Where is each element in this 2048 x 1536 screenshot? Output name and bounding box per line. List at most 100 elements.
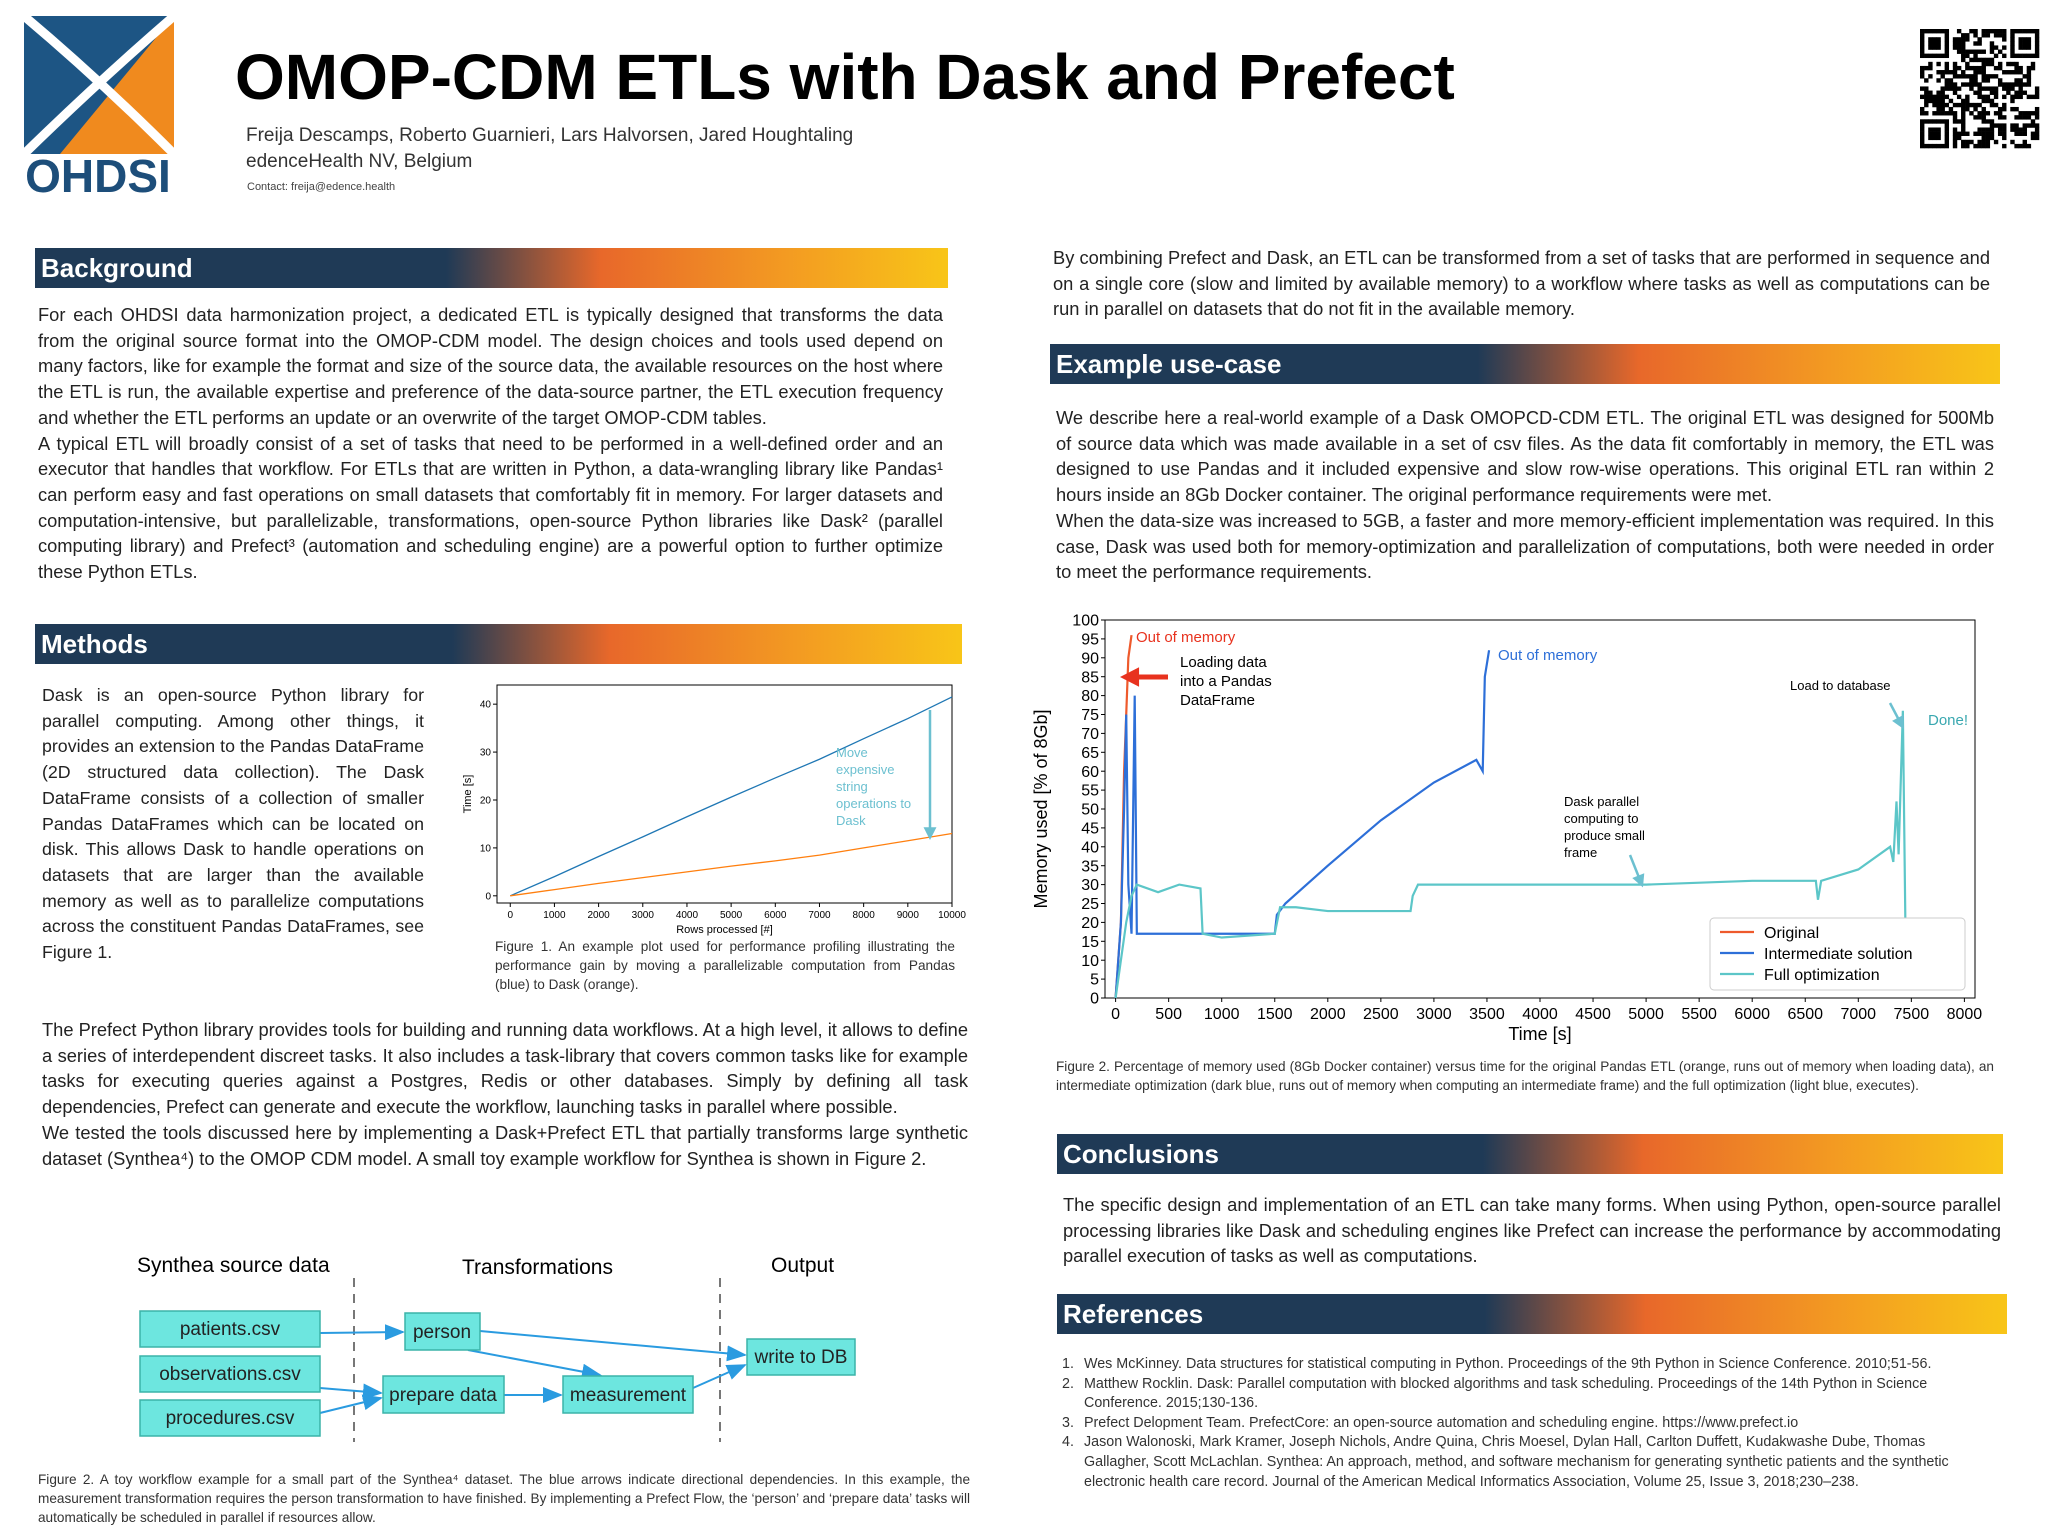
qr-module (1940, 86, 1945, 91)
qr-module (2018, 82, 2023, 87)
qr-module (2014, 70, 2019, 75)
qr-module (1928, 119, 1933, 124)
qr-module (2026, 78, 2032, 83)
paragraph: The Prefect Python library provides tool… (42, 1019, 968, 1118)
qr-module (1952, 131, 1958, 136)
qr-module (2034, 49, 2040, 54)
x-tick-label: 3000 (1416, 1006, 1452, 1023)
qr-module (1956, 65, 1962, 71)
qr-module (2022, 115, 2027, 120)
x-tick-label: 6000 (764, 910, 787, 921)
qr-module (1993, 45, 1999, 50)
section-heading: Background (35, 248, 948, 288)
qr-module (1940, 106, 1945, 112)
qr-module (2034, 41, 2040, 46)
qr-module (1920, 70, 1925, 75)
qr-module (2010, 61, 2015, 67)
y-axis-label: Memory used [% of 8Gb] (1031, 709, 1051, 908)
qr-module (1989, 45, 1995, 50)
qr-module (2018, 45, 2023, 50)
qr-module (2006, 70, 2011, 75)
qr-module (2014, 143, 2019, 149)
qr-module (1932, 127, 1937, 132)
x-tick-label: 7500 (1894, 1006, 1930, 1023)
qr-module (1973, 131, 1978, 136)
qr-module (1997, 33, 2003, 38)
qr-module (2002, 94, 2007, 100)
qr-module (1977, 90, 1982, 95)
qr-module (2014, 131, 2019, 136)
qr-module (1936, 37, 1941, 42)
qr-module (1977, 143, 1982, 149)
qr-module (1989, 57, 1995, 63)
qr-module (2026, 82, 2032, 87)
arrow-head (1632, 873, 1645, 888)
qr-module (1936, 94, 1941, 100)
qr-module (1940, 98, 1945, 104)
qr-module (1961, 131, 1966, 136)
reference: 3. Prefect Delopment Team. PrefectCore: a… (1062, 1414, 1992, 1434)
qr-module (2014, 94, 2019, 100)
qr-module (1928, 41, 1933, 46)
reference-number: 4. (1062, 1434, 1074, 1451)
qr-module (1997, 49, 2003, 54)
figure-caption: Figure 2. A toy workflow example for a s… (38, 1472, 970, 1525)
qr-module (1940, 29, 1945, 34)
qr-module (1981, 78, 1986, 83)
qr-module (2018, 94, 2023, 100)
qr-module (1981, 139, 1986, 145)
qr-module (2006, 90, 2011, 95)
qr-module (1985, 86, 1991, 91)
qr-module (1924, 111, 1929, 116)
qr-module (2018, 90, 2023, 95)
qr-module (2018, 65, 2023, 71)
arrow-head (923, 827, 937, 840)
x-tick-label: 3500 (1469, 1006, 1505, 1023)
title: OMOP-CDM ETLs with Dask and Prefect (235, 41, 1455, 113)
qr-module (1936, 131, 1941, 136)
x-tick-label: 4500 (1575, 1006, 1611, 1023)
qr-module (2022, 123, 2027, 128)
qr-code (1920, 29, 2040, 149)
qr-module (1973, 90, 1978, 95)
qr-module (2022, 139, 2027, 145)
qr-module (1952, 115, 1958, 120)
qr-module (2034, 94, 2040, 100)
contact: Contact: freija@edence.health (247, 181, 396, 193)
qr-module (1993, 53, 1999, 59)
qr-module (1973, 57, 1978, 63)
y-tick-label: 15 (1081, 934, 1099, 951)
qr-module (1961, 82, 1966, 87)
qr-module (1993, 111, 1999, 116)
qr-module (1961, 41, 1966, 46)
qr-module (1940, 90, 1945, 95)
qr-module (2002, 143, 2007, 149)
qr-module (1928, 143, 1933, 149)
qr-module (1977, 57, 1982, 63)
qr-module (2034, 123, 2040, 128)
qr-module (1920, 53, 1925, 59)
qr-module (2010, 49, 2015, 54)
qr-module (1977, 94, 1982, 100)
qr-module (1981, 57, 1986, 63)
qr-module (1961, 123, 1966, 128)
qr-module (1952, 139, 1958, 145)
qr-module (2030, 119, 2036, 124)
qr-module (1965, 98, 1970, 104)
qr-module (2022, 53, 2027, 59)
qr-module (2014, 53, 2019, 59)
qr-module (2022, 82, 2027, 87)
qr-module (1997, 123, 2003, 128)
qr-module (1965, 65, 1970, 71)
qr-module (1920, 106, 1925, 112)
qr-module (1993, 65, 1999, 71)
qr-module (1977, 49, 1982, 54)
series-line (1114, 710, 1908, 999)
qr-module (1956, 74, 1962, 79)
qr-module (1985, 127, 1991, 132)
qr-module (1973, 78, 1978, 83)
node-label: observations.csv (159, 1364, 301, 1385)
qr-module (1944, 131, 1950, 136)
qr-module (1924, 86, 1929, 91)
qr-module (1944, 78, 1950, 83)
